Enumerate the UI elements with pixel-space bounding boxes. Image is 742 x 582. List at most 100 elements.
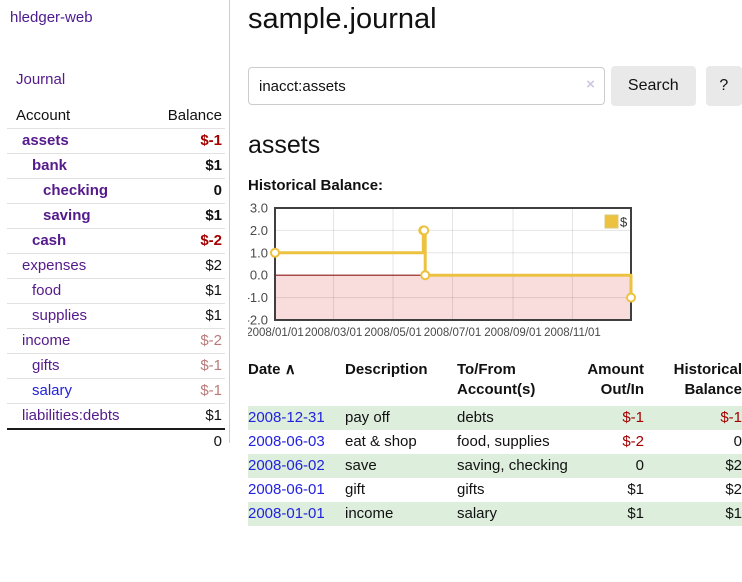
chart-title: Historical Balance: bbox=[248, 177, 742, 194]
account-link[interactable]: supplies bbox=[32, 307, 87, 324]
account-balance: $2 bbox=[152, 254, 225, 279]
help-button[interactable]: ? bbox=[706, 66, 742, 106]
transaction-balance: $2 bbox=[652, 478, 742, 502]
account-balance: $1 bbox=[152, 279, 225, 304]
legend-label: $ bbox=[620, 215, 628, 230]
accounts-total-value: 0 bbox=[152, 429, 225, 454]
x-axis-tick-label: 2008/11/01 bbox=[544, 327, 601, 339]
account-balance: $-1 bbox=[152, 379, 225, 404]
accounts-total-row: 0 bbox=[7, 429, 225, 454]
legend-swatch bbox=[605, 215, 618, 228]
transaction-accounts: saving, checking bbox=[457, 454, 577, 478]
transaction-amount: 0 bbox=[577, 454, 652, 478]
transaction-date-link[interactable]: 2008-06-02 bbox=[248, 457, 325, 474]
account-link[interactable]: liabilities:debts bbox=[22, 407, 120, 424]
table-row: 2008-12-31pay offdebts$-1$-1 bbox=[248, 406, 742, 430]
accounts-table-header-row: Account Balance bbox=[7, 104, 225, 129]
register-header-row: Date ∧ Description To/From Account(s) Am… bbox=[248, 359, 742, 406]
transaction-balance: 0 bbox=[652, 430, 742, 454]
account-link[interactable]: saving bbox=[43, 207, 91, 224]
account-row: supplies$1 bbox=[7, 304, 225, 329]
transaction-balance: $2 bbox=[652, 454, 742, 478]
accounts-header-account: Account bbox=[7, 104, 152, 129]
account-row: assets $-1 bbox=[7, 129, 225, 154]
account-row: salary $-1 bbox=[7, 379, 225, 404]
register-header-description: Description bbox=[345, 359, 457, 406]
table-row: 2008-01-01incomesalary$1$1 bbox=[248, 502, 742, 526]
transaction-date-link[interactable]: 2008-01-01 bbox=[248, 505, 325, 522]
account-link[interactable]: food bbox=[32, 282, 61, 299]
y-axis-tick-label: -2.0 bbox=[248, 313, 268, 328]
chart-canvas: $3.02.01.00.0-1.0-2.02008/01/012008/03/0… bbox=[248, 199, 742, 341]
transaction-date-link[interactable]: 2008-06-03 bbox=[248, 433, 325, 450]
app-title: hledger-web bbox=[0, 0, 229, 26]
transaction-date-link[interactable]: 2008-12-31 bbox=[248, 409, 325, 426]
data-point-marker bbox=[420, 226, 428, 234]
table-row: 2008-06-03eat & shopfood, supplies$-20 bbox=[248, 430, 742, 454]
y-axis-tick-label: -1.0 bbox=[248, 290, 268, 305]
transaction-accounts: food, supplies bbox=[457, 430, 577, 454]
x-axis-tick-label: 2008/05/01 bbox=[364, 327, 422, 339]
data-point-marker bbox=[627, 294, 635, 302]
transaction-balance: $1 bbox=[652, 502, 742, 526]
clear-search-icon[interactable]: × bbox=[586, 76, 595, 93]
account-balance: $-1 bbox=[152, 129, 225, 154]
account-balance: $1 bbox=[152, 204, 225, 229]
transaction-description: income bbox=[345, 502, 457, 526]
transaction-description: save bbox=[345, 454, 457, 478]
account-balance: $1 bbox=[152, 404, 225, 430]
transaction-amount: $-2 bbox=[577, 430, 652, 454]
search-button[interactable]: Search bbox=[611, 66, 696, 106]
y-axis-tick-label: 1.0 bbox=[250, 245, 268, 260]
transaction-amount: $1 bbox=[577, 502, 652, 526]
account-row: saving $1 bbox=[7, 204, 225, 229]
transaction-accounts: gifts bbox=[457, 478, 577, 502]
accounts-header-balance: Balance bbox=[152, 104, 225, 129]
transaction-accounts: salary bbox=[457, 502, 577, 526]
account-link[interactable]: checking bbox=[43, 182, 108, 199]
register-header-amount: Amount Out/In bbox=[577, 359, 652, 406]
account-balance: $-1 bbox=[152, 354, 225, 379]
account-link[interactable]: gifts bbox=[32, 357, 60, 374]
y-axis-tick-label: 2.0 bbox=[250, 223, 268, 238]
account-row: liabilities:debts $1 bbox=[7, 404, 225, 430]
historical-balance-chart: $3.02.01.00.0-1.0-2.02008/01/012008/03/0… bbox=[248, 199, 742, 341]
account-link[interactable]: expenses bbox=[22, 257, 86, 274]
search-input[interactable] bbox=[248, 67, 605, 105]
y-axis-tick-label: 3.0 bbox=[250, 201, 268, 216]
transaction-description: pay off bbox=[345, 406, 457, 430]
transaction-balance: $-1 bbox=[652, 406, 742, 430]
register-table: Date ∧ Description To/From Account(s) Am… bbox=[248, 359, 742, 526]
sidebar: hledger-web Journal Account Balance asse… bbox=[0, 0, 230, 443]
account-link[interactable]: income bbox=[22, 332, 70, 349]
account-heading: assets bbox=[248, 131, 742, 160]
accounts-table: Account Balance assets$-1bank$1checking0… bbox=[7, 104, 225, 454]
account-row: cash $-2 bbox=[7, 229, 225, 254]
main-content: sample.journal × Search ? assets Histori… bbox=[248, 0, 742, 526]
account-row: checking0 bbox=[7, 179, 225, 204]
account-balance: $-2 bbox=[152, 329, 225, 354]
search-input-wrap: × bbox=[248, 67, 605, 105]
transaction-accounts: debts bbox=[457, 406, 577, 430]
table-row: 2008-06-02 savesaving, checking0$2 bbox=[248, 454, 742, 478]
register-header-balance: Historical Balance bbox=[652, 359, 742, 406]
transaction-date-link[interactable]: 2008-06-01 bbox=[248, 481, 325, 498]
data-point-marker bbox=[421, 271, 429, 279]
sidebar-item-journal[interactable]: Journal bbox=[16, 71, 65, 88]
account-row: expenses $2 bbox=[7, 254, 225, 279]
account-row: gifts $-1 bbox=[7, 354, 225, 379]
transaction-amount: $-1 bbox=[577, 406, 652, 430]
y-axis-tick-label: 0.0 bbox=[250, 268, 268, 283]
account-row: income $-2 bbox=[7, 329, 225, 354]
register-header-account: To/From Account(s) bbox=[457, 359, 577, 406]
account-link[interactable]: cash bbox=[32, 232, 66, 249]
account-link[interactable]: bank bbox=[32, 157, 67, 174]
x-axis-tick-label: 2008/03/01 bbox=[305, 327, 363, 339]
account-link[interactable]: assets bbox=[22, 132, 69, 149]
transaction-description: gift bbox=[345, 478, 457, 502]
account-row: bank$1 bbox=[7, 154, 225, 179]
register-header-date[interactable]: Date ∧ bbox=[248, 359, 345, 406]
transaction-amount: $1 bbox=[577, 478, 652, 502]
account-balance: $-2 bbox=[152, 229, 225, 254]
account-link[interactable]: salary bbox=[32, 382, 72, 399]
